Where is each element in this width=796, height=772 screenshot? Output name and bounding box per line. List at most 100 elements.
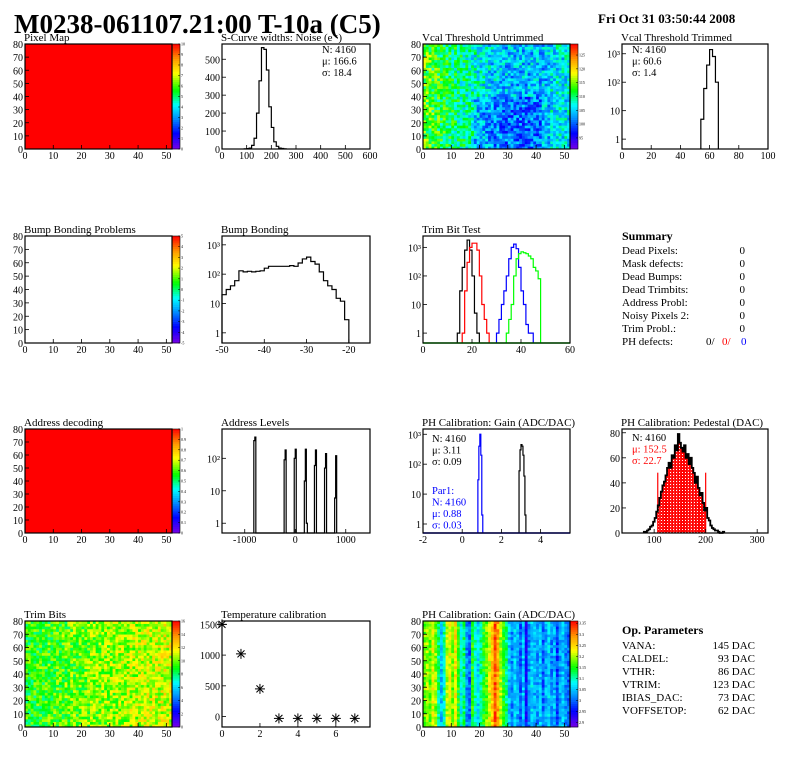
heatmap-cell <box>516 122 520 126</box>
heatmap-cell <box>567 141 571 145</box>
heatmap-cell <box>73 713 77 717</box>
heatmap-cell <box>47 687 51 691</box>
heatmap-cell <box>445 86 449 89</box>
heatmap-cell <box>541 80 545 84</box>
heatmap-cell <box>499 49 503 53</box>
heatmap-cell <box>149 719 153 722</box>
heatmap-cell <box>437 101 441 105</box>
heatmap-cell <box>454 107 458 110</box>
heatmap-cell <box>112 681 116 685</box>
heatmap-cell <box>462 72 466 76</box>
heatmap-cell <box>41 623 46 627</box>
heatmap-cell <box>445 46 449 50</box>
colorbar-segment <box>172 289 180 292</box>
heatmap-cell <box>473 104 478 108</box>
heatmap-cell <box>431 96 435 100</box>
heatmap-cell <box>499 44 503 47</box>
heatmap-cell <box>513 101 517 105</box>
heatmap-cell <box>123 676 128 680</box>
heatmap-cell <box>106 692 111 696</box>
heatmap-cell <box>25 668 29 672</box>
heatmap-cell <box>558 130 562 134</box>
heatmap-cell <box>90 660 94 664</box>
fit-fill-bar <box>696 476 698 533</box>
heatmap-cell <box>78 703 82 707</box>
heatmap-cell <box>129 724 133 728</box>
heatmap-cell <box>459 135 463 139</box>
heatmap-cell <box>149 623 153 627</box>
y-tick-label: 500 <box>205 55 220 66</box>
heatmap-cell <box>132 671 136 675</box>
heatmap-cell <box>431 120 435 124</box>
heatmap-cell <box>47 639 51 643</box>
colorbar-segment <box>570 109 578 112</box>
stats-line: μ: 60.6 <box>632 57 662 68</box>
heatmap-cell <box>78 626 82 630</box>
heatmap-cell <box>47 676 51 680</box>
heatmap-cell <box>140 623 145 627</box>
heatmap-cell <box>58 631 63 635</box>
heatmap-cell <box>530 44 534 47</box>
heatmap-cell <box>561 49 565 53</box>
heatmap-cell <box>541 125 545 129</box>
fit-fill-bar <box>676 450 678 533</box>
colorbar-segment <box>172 516 180 519</box>
heatmap-cell <box>155 636 159 640</box>
heatmap-cell <box>104 658 108 662</box>
marker-stroke <box>313 714 321 723</box>
heatmap-cell <box>561 44 565 47</box>
heatmap-cell <box>121 628 125 632</box>
heatmap-cell <box>482 54 486 58</box>
heatmap-cell <box>499 91 503 95</box>
heatmap-cell <box>527 104 531 108</box>
heatmap-cell <box>146 652 150 656</box>
heatmap-cell <box>473 128 478 131</box>
heatmap-cell <box>109 721 113 725</box>
heatmap-cell <box>166 679 170 683</box>
heatmap-cell <box>109 687 113 691</box>
heatmap-cell <box>547 143 551 147</box>
heatmap-cell <box>425 143 429 147</box>
heatmap-cell <box>510 107 514 110</box>
heatmap-cell <box>431 101 435 105</box>
heatmap-cell <box>169 695 173 699</box>
heatmap-cell <box>39 663 43 667</box>
colorbar-tick-label: 3 <box>181 115 183 120</box>
heatmap-cell <box>445 125 449 129</box>
heatmap-cell <box>550 101 554 105</box>
heatmap-cell <box>25 697 29 701</box>
heatmap-cell <box>27 689 31 693</box>
heatmap-cell <box>567 125 571 129</box>
heatmap-cell <box>115 708 119 712</box>
heatmap-cell <box>425 130 429 134</box>
heatmap-cell <box>30 692 34 696</box>
heatmap-cell <box>73 711 77 715</box>
heatmap-cell <box>115 724 119 728</box>
heatmap-cell <box>149 674 153 677</box>
heatmap-cell <box>90 681 94 685</box>
heatmap-cell <box>423 107 427 110</box>
heatmap-cell <box>530 99 534 103</box>
heatmap-cell <box>90 700 94 704</box>
summary-label: Trim Probl.: <box>622 323 676 335</box>
heatmap-cell <box>53 655 57 659</box>
heatmap-cell <box>530 101 534 105</box>
heatmap-cell <box>425 91 429 95</box>
colorbar-segment <box>570 138 578 141</box>
heatmap-cell <box>454 44 458 47</box>
heatmap-cell <box>58 663 63 667</box>
heatmap-cell <box>132 692 136 696</box>
heatmap-cell <box>547 51 551 55</box>
heatmap-cell <box>513 78 517 82</box>
heatmap-cell <box>112 674 116 677</box>
heatmap-cell <box>488 141 492 145</box>
heatmap-cell <box>98 681 102 685</box>
heatmap-cell <box>118 676 122 680</box>
heatmap-cell <box>61 705 65 709</box>
heatmap-cell <box>112 679 116 683</box>
heatmap-cell <box>84 658 88 662</box>
heatmap-cell <box>471 143 475 147</box>
heatmap-cell <box>423 59 427 63</box>
heatmap-cell <box>155 621 159 624</box>
heatmap-cell <box>146 692 150 696</box>
